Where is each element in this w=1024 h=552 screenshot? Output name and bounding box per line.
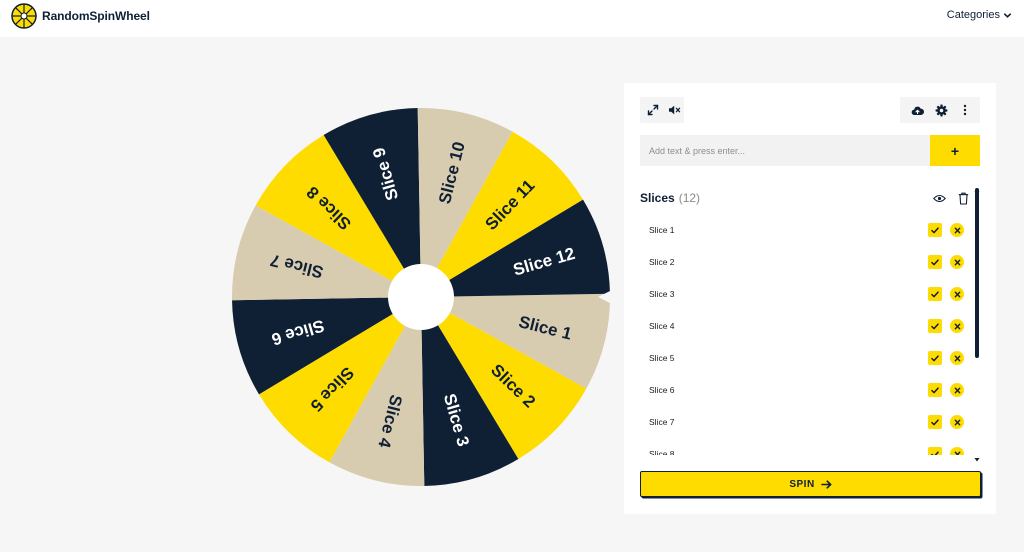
categories-menu[interactable]: Categories bbox=[947, 9, 1012, 21]
wheel-pointer-icon bbox=[598, 290, 612, 304]
slice-list-item: Slice 1 bbox=[640, 214, 970, 246]
add-slice-input[interactable] bbox=[640, 135, 930, 166]
trash-icon[interactable] bbox=[956, 191, 970, 205]
slice-item-actions bbox=[928, 383, 970, 397]
remove-icon[interactable] bbox=[950, 447, 964, 455]
check-icon[interactable] bbox=[928, 287, 942, 301]
remove-icon[interactable] bbox=[950, 415, 964, 429]
remove-icon[interactable] bbox=[950, 351, 964, 365]
check-icon[interactable] bbox=[928, 319, 942, 333]
wheel-slice bbox=[421, 293, 610, 389]
check-icon[interactable] bbox=[928, 415, 942, 429]
wheel-slice bbox=[232, 297, 421, 395]
wheel-slice bbox=[323, 108, 421, 297]
slice-list-item: Slice 6 bbox=[640, 374, 970, 406]
cloud-upload-icon[interactable] bbox=[910, 103, 924, 117]
categories-label: Categories bbox=[946, 9, 1000, 21]
wheel-slice bbox=[421, 297, 519, 486]
slice-item-label: Slice 8 bbox=[649, 449, 675, 455]
scroll-down-arrow-icon[interactable] bbox=[974, 450, 980, 462]
slice-item-label: Slice 1 bbox=[649, 225, 675, 235]
spin-button[interactable]: SPIN bbox=[640, 471, 981, 497]
chevron-down-icon bbox=[1003, 11, 1012, 20]
slice-list-item: Slice 2 bbox=[640, 246, 970, 278]
eye-icon[interactable] bbox=[932, 191, 946, 205]
remove-icon[interactable] bbox=[950, 287, 964, 301]
slice-list-item: Slice 5 bbox=[640, 342, 970, 374]
remove-icon[interactable] bbox=[950, 223, 964, 237]
scroll-thumb[interactable] bbox=[975, 188, 979, 358]
wheel-slice bbox=[421, 199, 610, 297]
brand-name: RandomSpinWheel bbox=[42, 9, 150, 23]
add-slice-button[interactable]: + bbox=[930, 135, 980, 166]
slices-title: Slices bbox=[640, 191, 675, 205]
slices-header: Slices (12) bbox=[640, 189, 970, 207]
mute-icon[interactable] bbox=[667, 103, 681, 117]
wheel-center-hub[interactable] bbox=[388, 264, 454, 330]
slice-item-actions bbox=[928, 255, 970, 269]
slice-item-label: Slice 2 bbox=[649, 257, 675, 267]
slices-header-actions bbox=[932, 191, 970, 205]
more-vertical-icon[interactable] bbox=[958, 103, 972, 117]
slice-item-actions bbox=[928, 319, 970, 333]
slice-item-actions bbox=[928, 447, 970, 455]
add-slice-row: + bbox=[640, 135, 980, 166]
arrow-right-icon bbox=[820, 479, 832, 489]
slice-item-label: Slice 7 bbox=[649, 417, 675, 427]
slices-count: (12) bbox=[678, 191, 701, 205]
check-icon[interactable] bbox=[928, 351, 942, 365]
wheel-slice bbox=[421, 131, 583, 297]
slice-list: Slice 1 Slice 2 Slice 3 Slice 4 Slice 5 Slice… bbox=[640, 214, 970, 455]
wheel-slice bbox=[232, 205, 421, 301]
spin-label: SPIN bbox=[789, 478, 815, 490]
slice-item-label: Slice 3 bbox=[649, 289, 675, 299]
check-icon[interactable] bbox=[928, 255, 942, 269]
wheel-slice bbox=[329, 297, 425, 486]
slice-list-scrollbar[interactable] bbox=[973, 180, 981, 462]
slice-item-actions bbox=[928, 223, 970, 237]
slice-item-label: Slice 6 bbox=[649, 385, 675, 395]
top-bar: RandomSpinWheel Categories bbox=[0, 0, 1024, 37]
wheel-slice bbox=[259, 297, 421, 463]
wheel-logo-icon bbox=[11, 3, 37, 29]
scroll-up-arrow-icon[interactable] bbox=[974, 180, 980, 192]
slice-list-item: Slice 8 bbox=[640, 438, 970, 455]
slice-item-actions bbox=[928, 415, 970, 429]
brand-link[interactable]: RandomSpinWheel bbox=[11, 3, 150, 29]
slice-item-actions bbox=[928, 351, 970, 365]
check-icon[interactable] bbox=[928, 447, 942, 455]
view-tools bbox=[640, 97, 684, 123]
slice-item-label: Slice 4 bbox=[649, 321, 675, 331]
spin-wheel[interactable]: Slice 1 Slice 2 Slice 3 Slice 4 Slice 5 Slice… bbox=[230, 106, 612, 488]
wheel-tools bbox=[900, 97, 980, 123]
remove-icon[interactable] bbox=[950, 319, 964, 333]
wheel-slice bbox=[417, 108, 513, 298]
wheel-slice bbox=[421, 297, 587, 459]
remove-icon[interactable] bbox=[950, 255, 964, 269]
slice-item-actions bbox=[928, 287, 970, 301]
slice-list-item: Slice 7 bbox=[640, 406, 970, 438]
wheel-slice bbox=[255, 135, 421, 297]
check-icon[interactable] bbox=[928, 383, 942, 397]
fullscreen-icon[interactable] bbox=[646, 103, 660, 117]
gear-icon[interactable] bbox=[934, 103, 948, 117]
slice-item-label: Slice 5 bbox=[649, 353, 675, 363]
check-icon[interactable] bbox=[928, 223, 942, 237]
slice-list-item: Slice 3 bbox=[640, 278, 970, 310]
remove-icon[interactable] bbox=[950, 383, 964, 397]
slice-list-item: Slice 4 bbox=[640, 310, 970, 342]
